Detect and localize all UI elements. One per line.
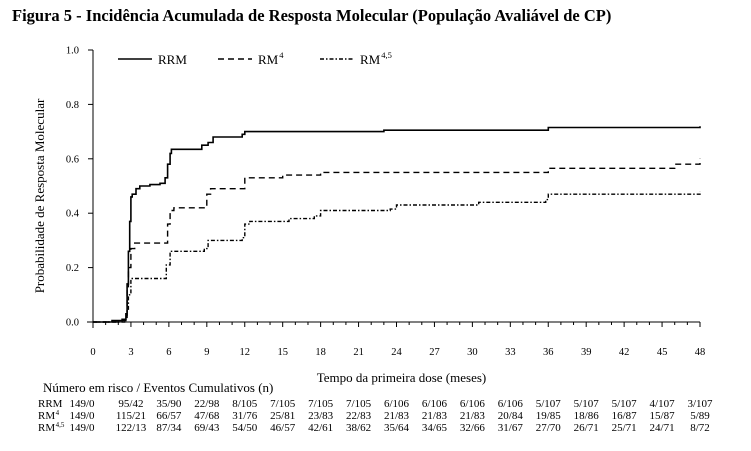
x-tick-label: 15 — [277, 347, 288, 358]
risk-table-cell: 26/71 — [574, 422, 599, 434]
risk-table-cell: 31/67 — [498, 422, 524, 434]
risk-table-cell: 69/43 — [194, 422, 220, 434]
risk-table-cell: 8/72 — [690, 422, 710, 434]
risk-table-cell: 22/83 — [346, 410, 372, 422]
risk-table-cell: 31/76 — [232, 410, 258, 422]
risk-table-cell: 22/98 — [194, 398, 220, 410]
risk-table-cell: 16/87 — [612, 410, 638, 422]
risk-table-cell: 149/0 — [69, 410, 95, 422]
x-tick-label: 12 — [240, 347, 251, 358]
risk-table-cell: 38/62 — [346, 422, 371, 434]
risk-table-cell: 27/70 — [536, 422, 562, 434]
legend-label-1: RRM — [158, 52, 187, 67]
risk-table-cell: 35/90 — [156, 398, 182, 410]
x-tick-label: 33 — [505, 347, 516, 358]
legend: RRM RM 4 RM 4,5 — [118, 50, 392, 67]
x-tick-label: 9 — [204, 347, 209, 358]
x-tick-label: 21 — [353, 347, 364, 358]
x-tick-label: 30 — [467, 347, 478, 358]
y-tick-label: 0.4 — [66, 209, 80, 220]
risk-table-cell: 21/83 — [460, 410, 486, 422]
legend-label-2: RM — [258, 52, 279, 67]
risk-table-cell: 23/83 — [308, 410, 334, 422]
y-tick-label: 0.0 — [66, 318, 79, 329]
y-axis-label: Probabilidade de Resposta Molecular — [32, 98, 47, 293]
risk-table-cell: 5/107 — [574, 398, 600, 410]
risk-table-cell: 21/83 — [422, 410, 448, 422]
risk-table-cell: 6/106 — [384, 398, 410, 410]
risk-table-cell: 34/65 — [422, 422, 448, 434]
risk-table-cell: 7/105 — [346, 398, 372, 410]
x-tick-label: 27 — [429, 347, 440, 358]
x-tick-label: 6 — [166, 347, 171, 358]
risk-table-cell: 47/68 — [194, 410, 220, 422]
risk-table-cell: 5/89 — [690, 410, 710, 422]
risk-table-cell: 19/85 — [536, 410, 562, 422]
x-tick-label: 39 — [581, 347, 592, 358]
risk-table-cell: 5/107 — [536, 398, 562, 410]
legend-label-3: RM — [360, 52, 381, 67]
series-line-2 — [93, 158, 701, 323]
risk-table-cell: 32/66 — [460, 422, 486, 434]
risk-table-cell: 122/13 — [116, 422, 147, 434]
series-line-3 — [93, 191, 701, 323]
risk-table-cell: 35/64 — [384, 422, 410, 434]
risk-table-cell: 66/57 — [156, 410, 182, 422]
risk-row-label: RRM — [38, 398, 63, 410]
risk-table-cell: 6/106 — [460, 398, 486, 410]
risk-table-cell: 42/61 — [308, 422, 333, 434]
y-tick-label: 1.0 — [66, 46, 79, 57]
risk-table-cell: 115/21 — [116, 410, 146, 422]
risk-table-cell: 6/106 — [498, 398, 524, 410]
risk-table-cell: 5/107 — [612, 398, 638, 410]
legend-label-sup-3: 4,5 — [381, 50, 392, 60]
risk-row-label: RM — [38, 410, 55, 422]
risk-table-cell: 7/105 — [270, 398, 296, 410]
x-tick-label: 42 — [619, 347, 630, 358]
risk-table-cell: 87/34 — [156, 422, 182, 434]
figure-title: Figura 5 - Incidência Acumulada de Respo… — [12, 6, 612, 25]
x-tick-label: 3 — [128, 347, 133, 358]
y-tick-label: 0.8 — [66, 100, 79, 111]
risk-table-cell: 25/71 — [612, 422, 637, 434]
risk-table-cell: 20/84 — [498, 410, 524, 422]
risk-row-label-sup: 4 — [56, 409, 60, 417]
risk-table-cell: 54/50 — [232, 422, 258, 434]
y-tick-label: 0.2 — [66, 263, 79, 274]
risk-table-cell: 95/42 — [118, 398, 143, 410]
risk-table-cell: 6/106 — [422, 398, 448, 410]
series-layer — [93, 126, 701, 323]
risk-table-cell: 21/83 — [384, 410, 410, 422]
x-tick-label: 45 — [657, 347, 668, 358]
risk-table-cell: 149/0 — [69, 422, 95, 434]
x-tick-label: 36 — [543, 347, 554, 358]
x-tick-label: 18 — [315, 347, 326, 358]
x-tick-label: 48 — [695, 347, 706, 358]
risk-table-cell: 4/107 — [650, 398, 676, 410]
risk-table-cell: 24/71 — [650, 422, 675, 434]
risk-table-cell: 3/107 — [687, 398, 713, 410]
risk-row-label: RM — [38, 422, 55, 434]
risk-row-label-sup: 4,5 — [56, 421, 65, 429]
risk-table-cell: 46/57 — [270, 422, 296, 434]
risk-table-cell: 8/105 — [232, 398, 258, 410]
risk-table: RRM 149/0 95/42 35/90 22/98 8/105 7/105 7/105 7/… — [38, 398, 713, 434]
risk-table-cell: 18/86 — [574, 410, 600, 422]
risk-table-cell: 15/87 — [650, 410, 676, 422]
x-tick-label: 24 — [391, 347, 402, 358]
risk-table-cell: 25/81 — [270, 410, 295, 422]
x-axis-label: Tempo da primeira dose (meses) — [317, 370, 486, 385]
series-line-1 — [93, 126, 701, 323]
risk-table-heading: Número em risco / Eventos Cumulativos (n… — [43, 380, 274, 395]
y-tick-label: 0.6 — [66, 154, 79, 165]
risk-table-cell: 149/0 — [69, 398, 95, 410]
axes: 0.00.20.40.60.81.00 3 6 9 12 15 18 21 24 27 30 33 36… — [32, 46, 705, 386]
x-tick-label: 0 — [90, 347, 95, 358]
legend-label-sup-2: 4 — [279, 50, 284, 60]
risk-table-cell: 7/105 — [308, 398, 334, 410]
